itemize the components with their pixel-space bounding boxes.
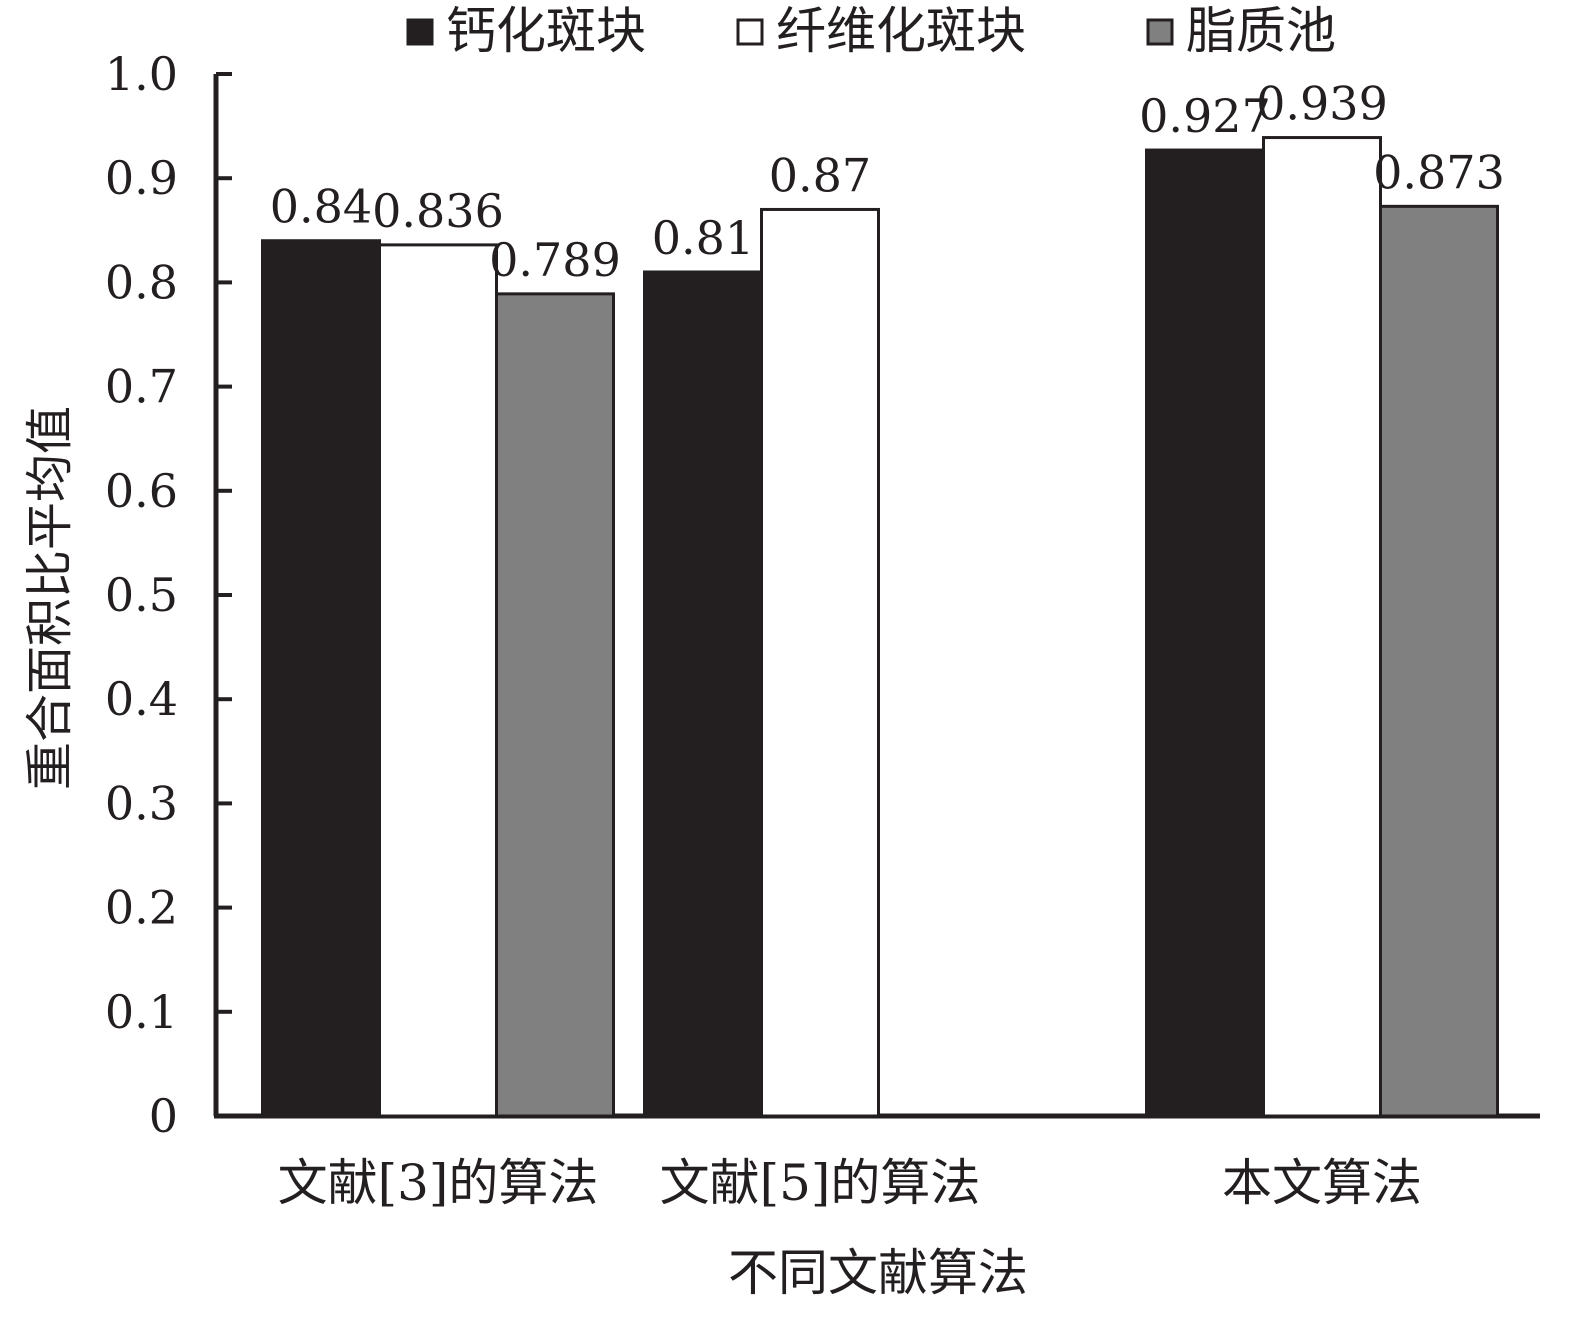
y-axis-title: 重合面积比平均值: [22, 406, 78, 790]
data-label: 0.836: [372, 184, 504, 238]
x-tick-label: 本文算法: [1222, 1154, 1422, 1212]
bars-layer: [261, 136, 1499, 1118]
data-label: 0.939: [1256, 77, 1388, 131]
bar: [1262, 136, 1382, 1118]
y-tick-label: 1.0: [105, 47, 178, 101]
data-label: 0.927: [1139, 89, 1271, 143]
y-tick-label: 0.6: [105, 464, 178, 518]
y-tick-label: 0.7: [105, 360, 178, 414]
y-tick-label: 0.2: [105, 881, 178, 935]
axes-layer: 0 0.1 0.2 0.3 0.4 0.5 0.6 0.7 0.8 0.9 1.0 文献[3]的算法 文…: [105, 47, 1540, 1212]
x-tick-label: 文献[5]的算法: [660, 1154, 981, 1212]
bar: [378, 243, 498, 1118]
x-axis-title: 不同文献算法: [728, 1244, 1028, 1302]
bar: [643, 270, 763, 1118]
data-label: 0.81: [652, 211, 754, 265]
legend-swatch: [406, 18, 434, 46]
y-tick-label: 0.3: [105, 776, 178, 830]
x-tick-label: 文献[3]的算法: [278, 1154, 599, 1212]
y-tick-label: 0.5: [105, 568, 178, 622]
legend-label: 纤维化斑块: [776, 2, 1026, 60]
legend-label: 脂质池: [1186, 2, 1336, 60]
bar: [261, 239, 381, 1118]
legend-label: 钙化斑块: [446, 2, 646, 60]
bar: [760, 207, 880, 1118]
data-label: 0.789: [489, 233, 621, 287]
data-label: 0.87: [769, 148, 871, 202]
data-label: 0.873: [1373, 145, 1505, 199]
bar: [495, 292, 615, 1118]
y-tick-label: 0: [149, 1089, 178, 1143]
legend-swatch: [1146, 18, 1174, 46]
legend-swatch: [736, 18, 764, 46]
legend: 钙化斑块 纤维化斑块 脂质池: [406, 2, 1336, 60]
bar: [1379, 204, 1499, 1118]
bar: [1145, 148, 1265, 1118]
y-tick-label: 0.4: [105, 672, 178, 726]
y-tick-label: 0.8: [105, 255, 178, 309]
data-label: 0.84: [270, 180, 372, 234]
y-tick-label: 0.1: [105, 985, 178, 1039]
y-tick-label: 0.9: [105, 151, 178, 205]
